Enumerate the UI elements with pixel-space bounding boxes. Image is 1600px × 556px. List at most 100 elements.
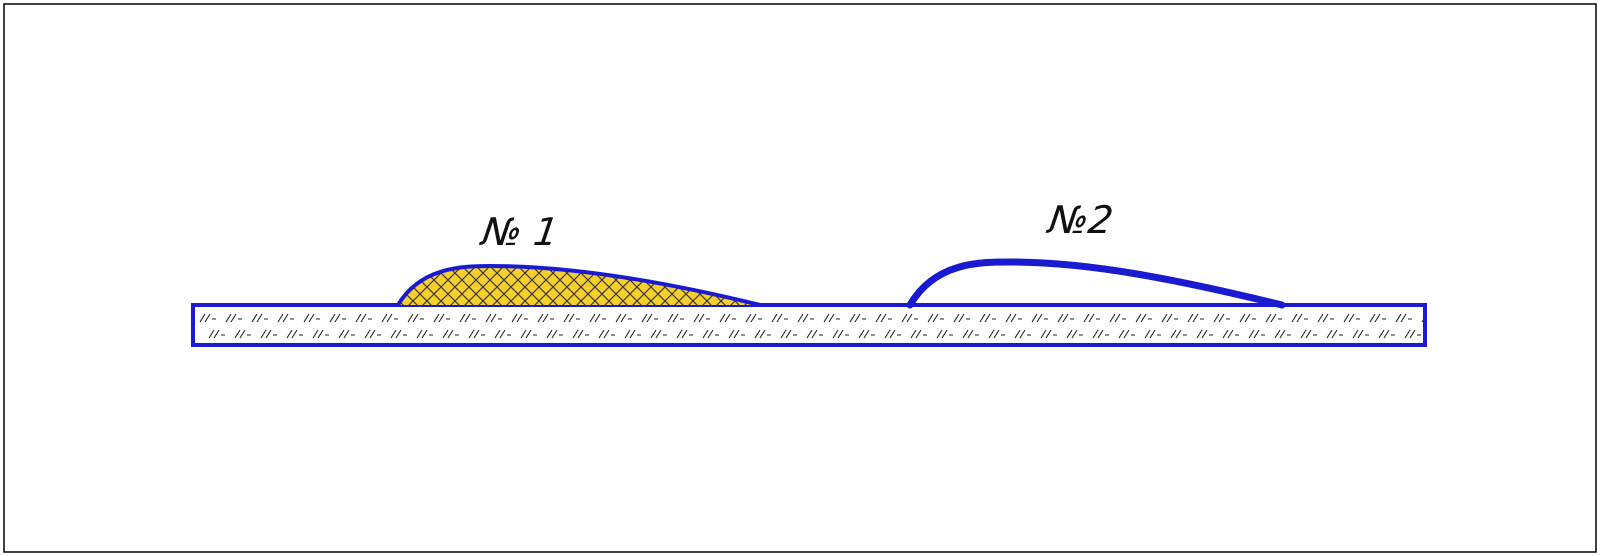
strip-texture-mark xyxy=(511,313,528,323)
shape-1-label: № 1 xyxy=(477,211,561,255)
strip-texture-mark xyxy=(1343,313,1360,323)
strip-texture-mark xyxy=(650,329,667,339)
shape-1-outline xyxy=(396,263,761,307)
strip-texture-mark xyxy=(797,313,814,323)
strip-texture-mark xyxy=(901,313,918,323)
strip-texture-mark xyxy=(1135,313,1152,323)
strip-texture-mark xyxy=(208,329,225,339)
strip-texture-mark xyxy=(260,329,277,339)
strip-texture-mark xyxy=(407,313,424,323)
strip-texture-mark xyxy=(468,329,485,339)
strip-texture-mark xyxy=(234,329,251,339)
strip-texture-mark xyxy=(988,329,1005,339)
shape-2-outline xyxy=(906,258,1286,309)
strip-texture-mark xyxy=(823,313,840,323)
strip-texture-mark xyxy=(1291,313,1308,323)
strip-texture-mark xyxy=(286,329,303,339)
base-strip xyxy=(191,303,1427,347)
strip-texture-mark xyxy=(312,329,329,339)
base-strip-fill xyxy=(193,305,1425,345)
strip-texture-mark xyxy=(780,329,797,339)
outer-frame xyxy=(3,3,1597,553)
strip-texture-mark xyxy=(1031,313,1048,323)
strip-texture-mark xyxy=(719,313,736,323)
strip-texture-mark xyxy=(1248,329,1265,339)
strip-texture-mark xyxy=(754,329,771,339)
strip-texture-mark xyxy=(494,329,511,339)
strip-texture-mark xyxy=(806,329,823,339)
strip-texture-mark xyxy=(1378,329,1395,339)
strip-texture-mark xyxy=(615,313,632,323)
strip-texture-mark xyxy=(693,313,710,323)
strip-texture-mark xyxy=(875,313,892,323)
strip-texture-mark xyxy=(858,329,875,339)
base-strip-outline xyxy=(191,303,1427,347)
strip-texture-mark xyxy=(338,329,355,339)
strip-texture-mark xyxy=(745,313,762,323)
strip-texture-mark xyxy=(624,329,641,339)
strip-texture-mark xyxy=(1352,329,1369,339)
strip-texture-mark xyxy=(1118,329,1135,339)
strip-texture-mark xyxy=(849,313,866,323)
strip-texture-mark xyxy=(537,313,554,323)
strip-texture-mark xyxy=(641,313,658,323)
strip-texture-mark xyxy=(364,329,381,339)
strip-texture-mark xyxy=(884,329,901,339)
strip-texture-mark xyxy=(1014,329,1031,339)
strip-texture-mark xyxy=(953,313,970,323)
strip-texture-mark xyxy=(832,329,849,339)
strip-texture-mark xyxy=(910,329,927,339)
strip-texture-mark xyxy=(962,329,979,339)
strip-texture-mark xyxy=(1187,313,1204,323)
shape-1-hatch xyxy=(398,266,760,305)
strip-texture-mark xyxy=(979,313,996,323)
strip-texture-mark xyxy=(1057,313,1074,323)
strip-texture-mark xyxy=(1239,313,1256,323)
strip-texture-mark xyxy=(225,313,242,323)
strip-texture-mark xyxy=(199,313,216,323)
strip-texture-mark xyxy=(702,329,719,339)
strip-texture-mark xyxy=(1395,313,1412,323)
strip-texture-mark xyxy=(1300,329,1317,339)
strip-texture-mark xyxy=(1005,313,1022,323)
strip-texture-mark xyxy=(520,329,537,339)
strip-texture-mark xyxy=(459,313,476,323)
strip-texture-mark xyxy=(1369,313,1386,323)
shape-1 xyxy=(396,263,761,307)
shape-2-label: №2 xyxy=(1044,199,1116,243)
strip-texture-mark xyxy=(277,313,294,323)
strip-texture-mark xyxy=(355,313,372,323)
strip-texture-mark xyxy=(927,313,944,323)
strip-texture-mark xyxy=(1326,329,1343,339)
strip-texture-mark xyxy=(563,313,580,323)
strip-texture-mark xyxy=(390,329,407,339)
strip-texture-mark xyxy=(1092,329,1109,339)
strip-texture-mark xyxy=(303,313,320,323)
strip-texture-mark xyxy=(546,329,563,339)
strip-texture-mark xyxy=(485,313,502,323)
strip-texture-mark xyxy=(1066,329,1083,339)
strip-texture-mark xyxy=(676,329,693,339)
strip-texture-mark xyxy=(1144,329,1161,339)
strip-texture-mark xyxy=(1040,329,1057,339)
strip-texture-mark xyxy=(1317,313,1334,323)
strip-texture-mark xyxy=(598,329,615,339)
strip-texture-mark xyxy=(1109,313,1126,323)
strip-texture-mark xyxy=(1083,313,1100,323)
strip-texture-mark xyxy=(1196,329,1213,339)
strip-texture-mark xyxy=(589,313,606,323)
strip-texture-mark xyxy=(936,329,953,339)
strip-texture-mark xyxy=(381,313,398,323)
strip-texture-mark xyxy=(728,329,745,339)
strip-texture-mark xyxy=(1222,329,1239,339)
strip-texture-mark xyxy=(1213,313,1230,323)
strip-texture-mark xyxy=(1404,329,1421,339)
strip-texture-mark xyxy=(416,329,433,339)
strip-texture-mark xyxy=(572,329,589,339)
strip-texture-mark xyxy=(1161,313,1178,323)
strip-texture-mark xyxy=(1170,329,1187,339)
strip-texture-mark xyxy=(251,313,268,323)
base-strip-texture xyxy=(199,313,1424,339)
strip-texture-mark xyxy=(442,329,459,339)
